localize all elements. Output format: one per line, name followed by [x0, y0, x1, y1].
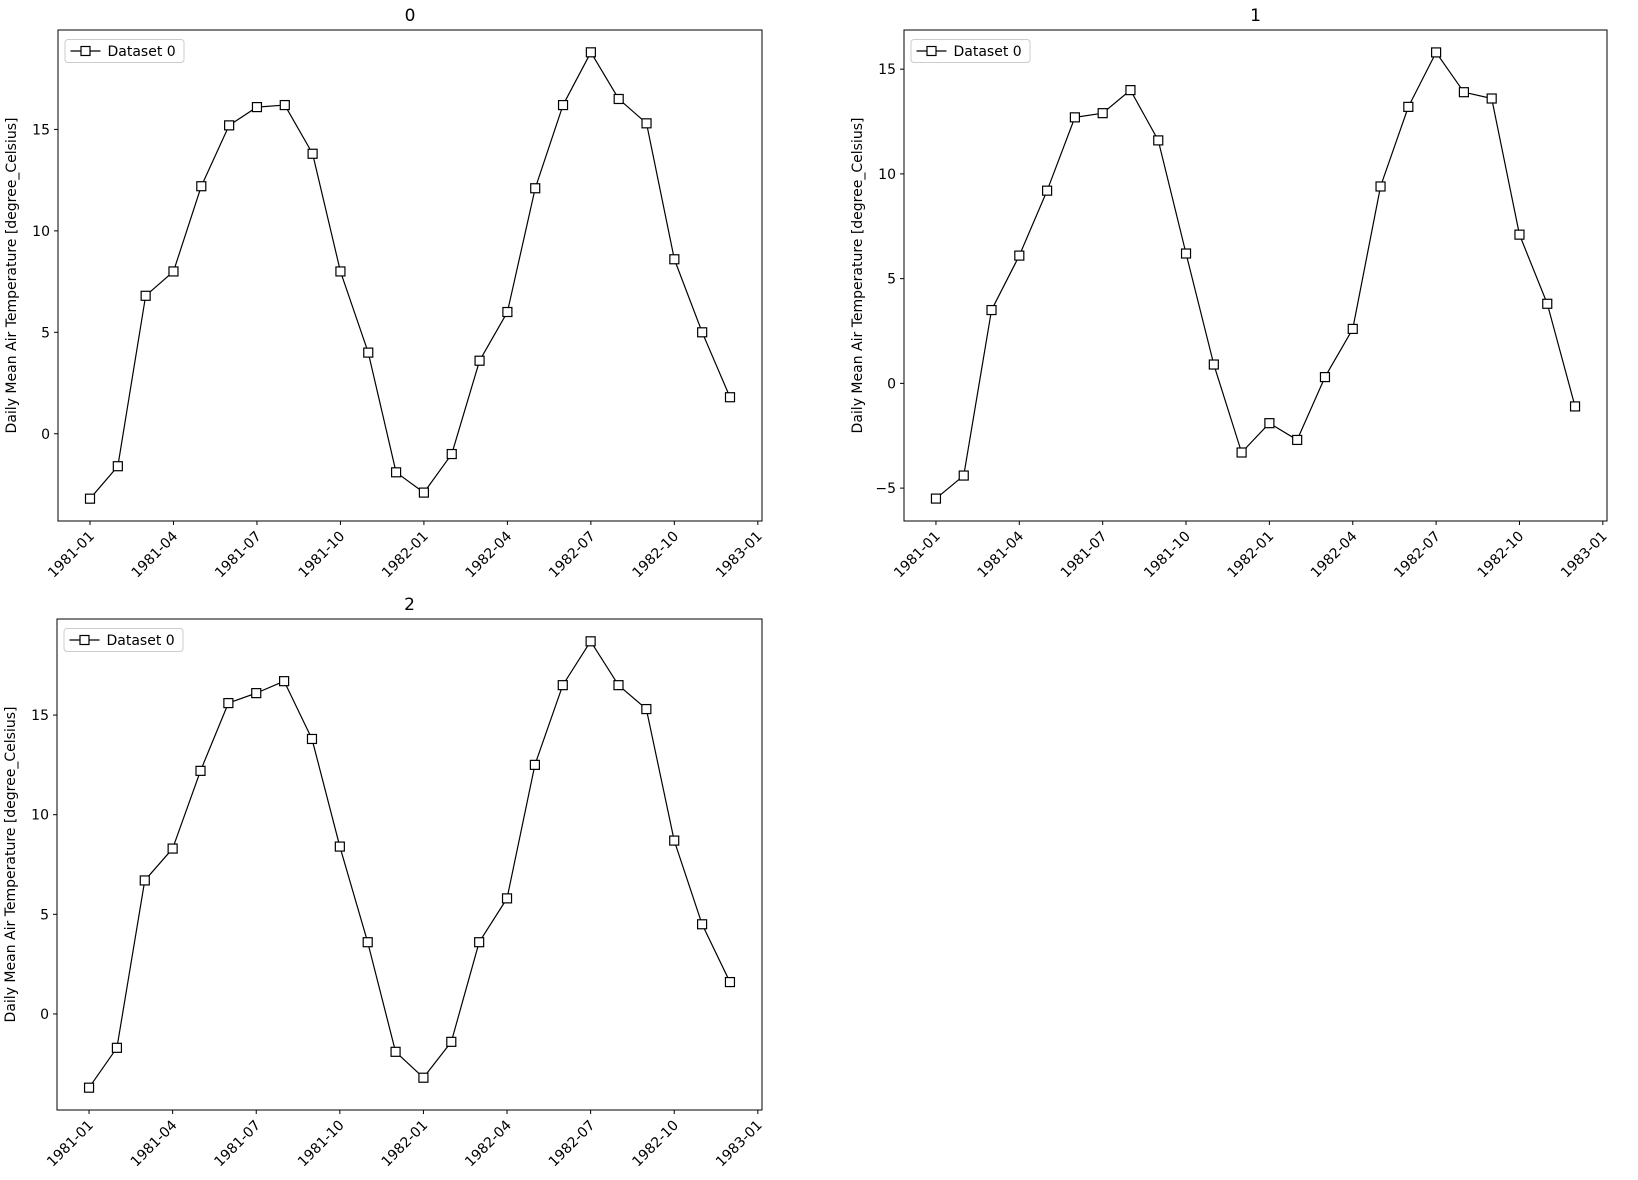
plot-border	[56, 618, 763, 1111]
x-tick-label: 1983-01	[713, 1118, 766, 1171]
plot-border	[903, 29, 1608, 522]
y-axis: 0 5 10 15	[31, 708, 57, 1023]
y-axis-title: Daily Mean Air Temperature [degree_Celsi…	[4, 118, 20, 434]
y-tick-label: −5	[875, 481, 896, 497]
x-tick-label: 1982-04	[462, 1117, 515, 1170]
y-tick-label: 5	[41, 325, 50, 341]
x-tick-label: 1981-07	[211, 1118, 264, 1171]
y-tick-label: 5	[887, 272, 896, 288]
y-tick-label: 10	[878, 167, 896, 183]
y-tick-label: 15	[878, 62, 896, 78]
y-axis: 0 5 10 15	[32, 122, 58, 443]
y-tick-label: 15	[31, 708, 49, 724]
legend-marker-icon	[80, 45, 91, 57]
legend: Dataset 0	[63, 628, 184, 652]
x-tick-label: 1981-10	[295, 1118, 348, 1171]
y-tick-label: 10	[31, 808, 49, 824]
data-line	[88, 640, 731, 1089]
data-markers	[84, 47, 736, 504]
legend-box	[910, 39, 1031, 63]
y-tick-label: 5	[40, 907, 49, 923]
legend-label: Dataset 0	[954, 44, 1022, 60]
subplot-title: 0	[405, 6, 416, 26]
x-tick-label: 1982-01	[379, 1118, 432, 1171]
legend-marker-icon	[926, 45, 937, 57]
legend-marker-icon	[79, 634, 90, 646]
legend-label: Dataset 0	[108, 44, 176, 60]
y-axis-title: Daily Mean Air Temperature [degree_Celsi…	[3, 707, 19, 1023]
y-axis-title: Daily Mean Air Temperature [degree_Celsi…	[850, 118, 866, 434]
y-tick-label: 0	[887, 376, 896, 392]
legend: Dataset 0	[910, 39, 1031, 63]
x-tick-label: 1981-01	[44, 1118, 97, 1171]
plot-border	[57, 29, 763, 522]
x-tick-label: 1981-04	[128, 1117, 181, 1170]
legend-label: Dataset 0	[107, 633, 175, 649]
legend-box	[63, 628, 184, 652]
subplot-title: 1	[1250, 6, 1261, 26]
y-tick-label: 0	[40, 1007, 49, 1023]
legend-box	[64, 39, 185, 63]
data-markers	[930, 47, 1581, 504]
y-tick-label: 10	[32, 224, 50, 240]
legend: Dataset 0	[64, 39, 185, 63]
x-tick-label: 1982-10	[629, 1118, 682, 1171]
x-tick-label: 1982-07	[546, 1118, 599, 1171]
subplot-title: 2	[404, 595, 415, 615]
y-axis: −5 0 5 10 15	[875, 62, 904, 497]
y-tick-label: 0	[41, 427, 50, 443]
x-axis: 1981-01 1981-04 1981-07 1981-10 1982-01 1982-…	[44, 1110, 766, 1171]
data-markers	[83, 636, 736, 1093]
y-tick-label: 15	[32, 122, 50, 138]
